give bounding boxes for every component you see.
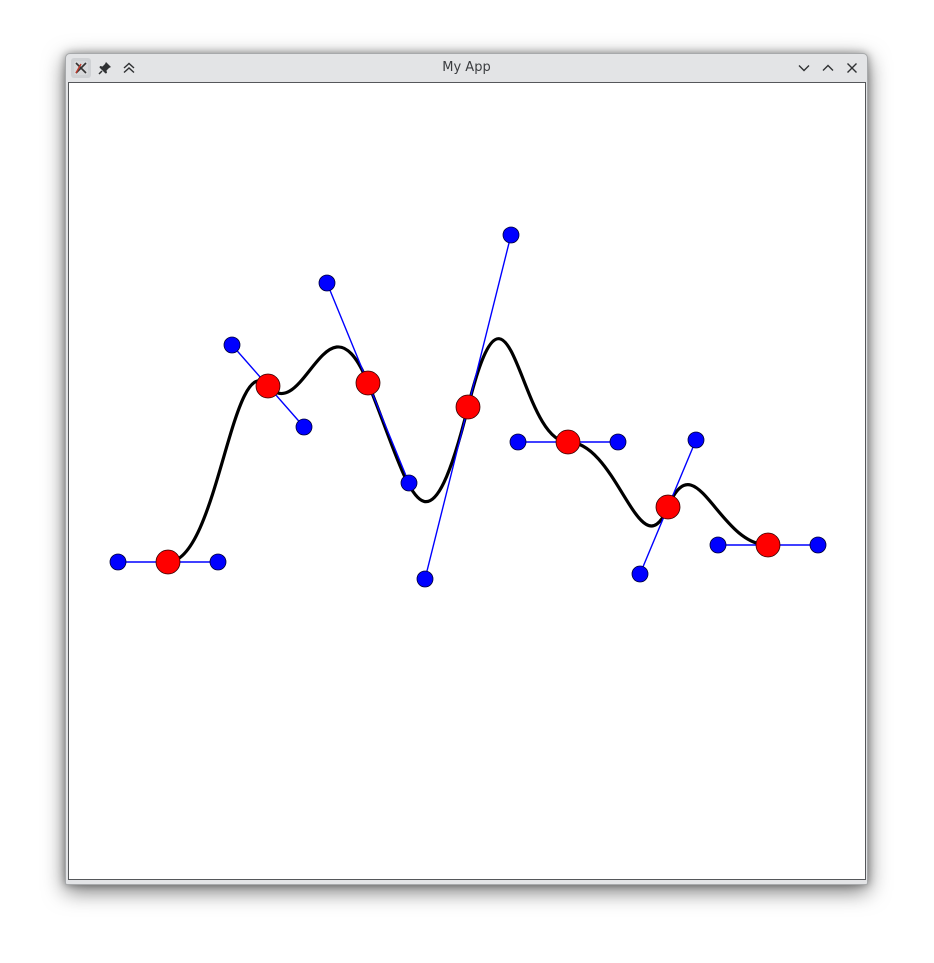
close-icon: [847, 63, 857, 73]
pin-button[interactable]: [95, 58, 115, 78]
handle-out-point[interactable]: [609, 433, 627, 451]
knot-point[interactable]: [655, 494, 681, 520]
handle-out-point[interactable]: [809, 536, 827, 554]
knot-point[interactable]: [355, 370, 381, 396]
handle-out-point[interactable]: [295, 418, 313, 436]
window-title: My App: [442, 60, 491, 75]
handle-out-point[interactable]: [687, 431, 705, 449]
curve-editor-svg[interactable]: [69, 83, 865, 879]
maximize-button[interactable]: [818, 58, 838, 78]
shade-button[interactable]: [119, 58, 139, 78]
handle-in-point[interactable]: [709, 536, 727, 554]
app-window: My App: [65, 53, 868, 885]
handle-in-point[interactable]: [416, 570, 434, 588]
drawing-canvas[interactable]: [68, 82, 866, 880]
double-chevron-up-icon: [123, 62, 135, 74]
handle-out-point[interactable]: [400, 474, 418, 492]
handle-out-point[interactable]: [209, 553, 227, 571]
app-icon[interactable]: [71, 58, 91, 78]
handle-out-point[interactable]: [502, 226, 520, 244]
knot-point[interactable]: [255, 373, 281, 399]
knot-point[interactable]: [555, 429, 581, 455]
knot-point[interactable]: [155, 549, 181, 575]
chevron-up-icon: [822, 64, 834, 71]
handle-in-point[interactable]: [223, 336, 241, 354]
minimize-button[interactable]: [794, 58, 814, 78]
pin-icon: [98, 62, 111, 75]
knot-point[interactable]: [755, 532, 781, 558]
knot-point[interactable]: [455, 394, 481, 420]
title-bar[interactable]: My App: [66, 54, 867, 82]
close-button[interactable]: [842, 58, 862, 78]
handle-in-point[interactable]: [318, 274, 336, 292]
handle-in-point[interactable]: [509, 433, 527, 451]
bezier-curve: [166, 337, 770, 564]
handle-in-point[interactable]: [109, 553, 127, 571]
handle-in-point[interactable]: [631, 565, 649, 583]
chevron-down-icon: [798, 65, 810, 72]
